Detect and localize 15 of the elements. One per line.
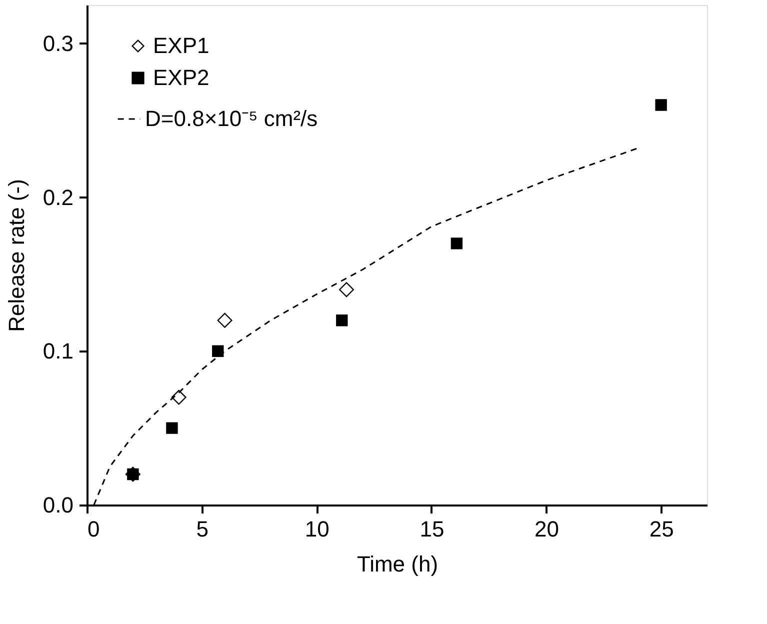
x-tick-label: 5: [196, 516, 208, 542]
x-tick-label: 20: [534, 516, 559, 542]
x-tick-label: 25: [649, 516, 674, 542]
x-axis-title: Time (h): [356, 552, 438, 576]
legend-label: D=0.8×10⁻⁵ cm²/s: [145, 106, 318, 131]
x-tick-label: 0: [88, 516, 100, 542]
y-axis-title: Release rate (-): [4, 179, 29, 332]
y-tick-label: 0.0: [42, 492, 74, 518]
legend-label: EXP2: [153, 65, 210, 90]
y-tick-label: 0.3: [42, 30, 74, 56]
y-tick-label: 0.2: [42, 184, 74, 210]
x-tick-label: 15: [420, 516, 444, 542]
legend-label: EXP1: [153, 33, 210, 58]
x-tick-label: 10: [304, 516, 330, 542]
y-tick-label: 0.1: [42, 338, 74, 364]
